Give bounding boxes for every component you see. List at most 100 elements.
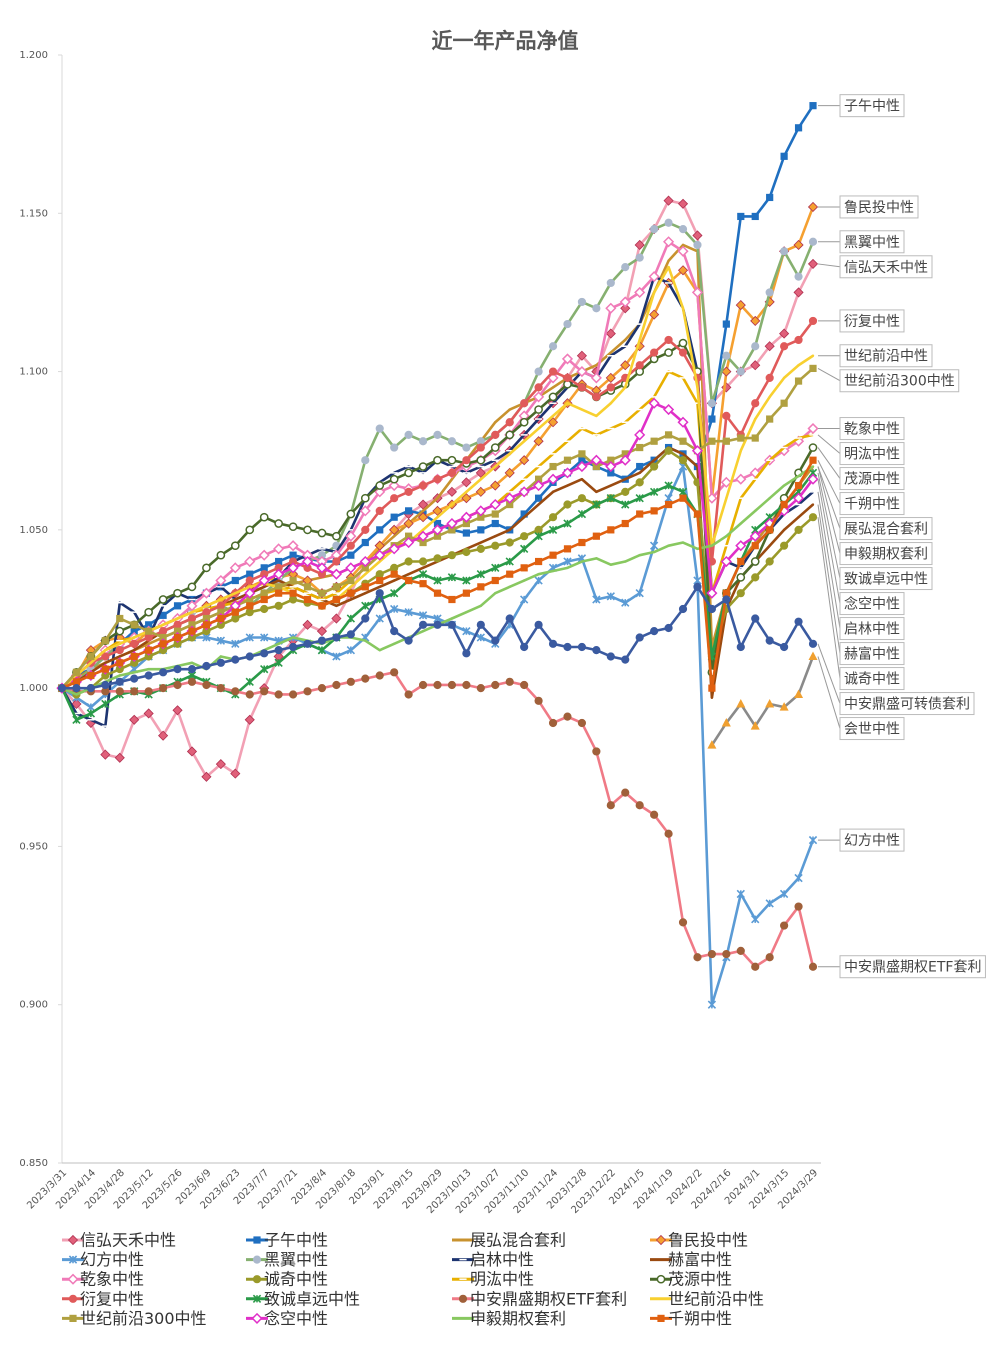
data-point — [765, 698, 775, 708]
data-point — [635, 589, 644, 598]
annotation-label: 申毅期权套利 — [844, 546, 928, 563]
data-point — [417, 512, 429, 523]
data-point — [303, 639, 312, 648]
legend-label: 世纪前沿中性 — [668, 1289, 764, 1308]
data-point — [390, 570, 398, 578]
data-point — [677, 245, 689, 257]
data-point — [681, 541, 685, 544]
data-point — [722, 411, 731, 420]
data-point — [491, 563, 500, 573]
data-point — [520, 680, 529, 690]
data-point — [621, 487, 630, 496]
annotation-box — [839, 492, 905, 516]
data-point — [577, 383, 587, 392]
annotation-label: 致诚卓远中性 — [844, 572, 928, 588]
data-point — [288, 522, 298, 532]
data-point — [317, 684, 327, 693]
data-point — [548, 342, 558, 351]
data-point — [522, 440, 526, 443]
data-point — [71, 698, 82, 710]
data-point — [147, 642, 150, 646]
annotation-box — [839, 667, 905, 691]
data-point — [130, 652, 138, 661]
series — [60, 265, 815, 690]
data-point — [244, 714, 255, 725]
annotation-box — [839, 828, 905, 852]
annotation-label: 世纪前沿中性 — [844, 348, 928, 365]
annotation-label: 诚奇中性 — [844, 671, 900, 688]
data-point — [475, 467, 486, 478]
annotation-box — [839, 642, 905, 666]
data-point — [433, 455, 442, 465]
data-point — [258, 549, 270, 561]
legend-label: 申毅期权套利 — [470, 1309, 566, 1328]
annotation-label: 中安鼎盛期权ETF套利 — [844, 960, 981, 976]
data-point — [461, 477, 472, 488]
data-point — [634, 239, 645, 251]
annotation-box — [839, 717, 905, 741]
data-point — [549, 462, 557, 471]
annotation-label: 子午中性 — [844, 99, 900, 115]
data-point — [347, 589, 355, 597]
data-point — [811, 503, 815, 506]
data-point — [173, 588, 182, 598]
data-point — [375, 481, 385, 490]
data-point — [797, 364, 800, 367]
data-point — [346, 645, 356, 655]
data-point — [303, 595, 312, 604]
data-point — [577, 509, 587, 519]
data-point — [216, 658, 225, 667]
data-point — [595, 490, 598, 494]
data-point — [563, 456, 572, 464]
annotation-label: 茂源中性 — [844, 471, 900, 488]
legend-marker — [251, 1312, 263, 1324]
data-point — [794, 689, 804, 698]
data-point — [606, 592, 615, 601]
data-point — [216, 684, 225, 693]
data-point — [797, 474, 800, 478]
data-point — [566, 484, 569, 487]
data-point — [636, 443, 644, 452]
data-point — [234, 598, 237, 601]
data-point — [809, 364, 817, 373]
data-point — [200, 587, 212, 599]
data-point — [277, 642, 280, 646]
data-point — [663, 403, 675, 416]
data-point — [808, 639, 818, 648]
data-point — [592, 462, 600, 471]
data-point — [118, 674, 121, 677]
data-point — [664, 481, 673, 490]
data-point — [390, 513, 398, 521]
data-point — [638, 471, 641, 475]
data-point — [390, 563, 399, 572]
data-point — [159, 633, 167, 642]
data-point — [693, 240, 702, 250]
data-point — [768, 497, 771, 500]
legend-label: 诚奇中性 — [264, 1270, 328, 1289]
legend-marker — [68, 1255, 78, 1264]
legend-label: 茂源中性 — [668, 1270, 732, 1289]
legend-item: 赫富中性 — [650, 1250, 732, 1269]
leader-line — [817, 466, 841, 529]
data-point — [650, 348, 659, 357]
data-point — [706, 492, 718, 504]
data-point — [361, 525, 370, 534]
data-point — [551, 414, 555, 418]
data-point — [592, 532, 600, 540]
annotation-label: 中安鼎盛可转债套利 — [844, 697, 970, 713]
data-point — [520, 642, 529, 652]
data-point — [404, 690, 413, 699]
data-point — [317, 636, 327, 645]
data-point — [652, 550, 656, 554]
data-point — [561, 467, 574, 479]
data-point — [708, 684, 716, 692]
data-point — [273, 568, 285, 580]
data-point — [390, 589, 399, 598]
data-point — [650, 627, 659, 636]
data-point — [86, 709, 96, 718]
data-point — [534, 494, 543, 502]
annotation-label: 赫富中性 — [844, 646, 900, 663]
data-point — [808, 835, 818, 845]
data-point — [592, 747, 601, 756]
data-point — [508, 585, 511, 589]
